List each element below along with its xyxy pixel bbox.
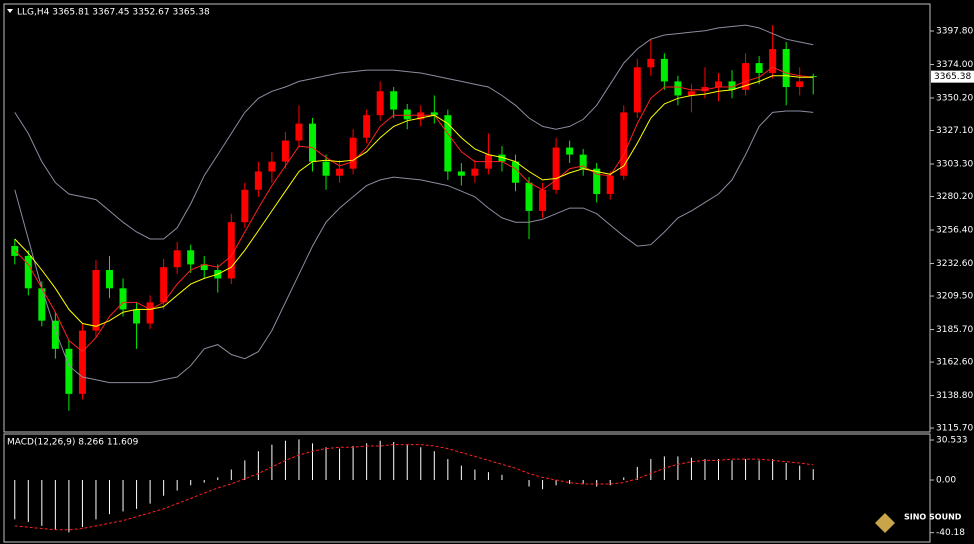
candle-body [24,255,32,289]
candle-body [430,112,438,116]
logo: SINO SOUND [875,513,962,533]
candle-body [146,302,154,324]
candle-body [552,147,560,190]
candle-body [796,81,804,88]
y-tick-label: 3162.60 [936,358,973,368]
candle-body [227,222,235,279]
candle-body [579,154,587,169]
candle-body [620,112,628,176]
y-tick-label: -40.18 [936,528,965,538]
y-tick-label: 3280.20 [936,192,973,202]
candle-body [498,154,506,162]
candle-body [809,76,817,78]
candle-body [241,189,249,223]
y-tick-label: 3350.20 [936,94,973,104]
macd-panel-frame [3,433,931,543]
y-tick-label: 0.00 [936,476,956,486]
menu-arrow [7,9,13,13]
indicator-line [14,24,814,240]
candle-body [471,168,479,176]
macd-title: MACD(12,26,9) 8.266 11.609 [7,438,139,448]
candle-body [160,267,168,303]
candle-body [633,67,641,113]
candle-body [336,168,344,176]
y-tick-label: 3327.10 [936,126,973,136]
candle-body [742,63,750,90]
logo-icon [875,513,895,533]
y-tick-label: 3303.30 [936,160,973,170]
candle-body [728,81,736,90]
y-tick-label: 3185.70 [936,325,973,335]
candle-body [363,115,371,138]
y-tick-label: 3374.00 [936,60,973,70]
candle-body [539,189,547,211]
candle-body [281,140,289,162]
candle-body [660,58,668,82]
y-tick-label: 3397.80 [936,27,973,37]
candle-body [701,87,709,92]
candle-body [173,250,181,268]
indicator-line [14,110,814,384]
watermark: SINO SOUND [904,513,962,522]
candle-body [349,137,357,169]
main-panel-frame [3,3,931,433]
candle-body [376,91,384,116]
candle-body [457,171,465,176]
indicator-line [14,66,814,353]
candle-body [295,123,303,141]
price-tag-box [931,70,974,83]
candle-body [755,63,763,73]
signal-line [14,444,814,531]
y-tick-label: 3138.80 [936,391,973,401]
candle-body [782,49,790,88]
candle-body [687,91,695,96]
indicator-line [14,75,814,327]
candle-body [65,348,73,394]
candle-body [403,109,411,120]
candle-body [322,161,330,176]
candle-body [512,161,519,183]
candle-body [11,246,19,256]
candle-body [133,309,141,324]
candle-body [769,49,777,73]
candle-body [92,270,100,331]
candle-body [38,288,46,321]
candle-body [78,330,86,394]
candle-body [187,250,195,265]
candle-body [106,270,113,289]
candle-body [268,161,276,172]
candle-body [119,288,127,310]
candle-body [200,264,208,271]
y-tick-label: 3115.70 [936,424,973,434]
candle-body [417,112,425,120]
candle-body [51,320,59,349]
candle-body [593,168,601,195]
candle-body [715,81,722,88]
candle-body [606,175,614,195]
y-tick-label: 3256.40 [936,226,973,236]
candle-body [444,115,452,172]
candle-body [390,91,398,110]
y-tick-label: 3232.60 [936,259,973,269]
candle-body [525,182,533,211]
candle-body [254,171,262,190]
price-tag: 3365.38 [934,72,971,82]
y-tick-label: 30.533 [936,436,968,446]
chart-title: LLG,H4 3365.81 3367.45 3352.67 3365.38 [17,8,210,18]
candle-body [309,123,316,162]
y-tick-label: 3209.50 [936,292,973,302]
candle-body [566,147,574,155]
candle-body [674,81,682,96]
candle-body [647,58,655,68]
